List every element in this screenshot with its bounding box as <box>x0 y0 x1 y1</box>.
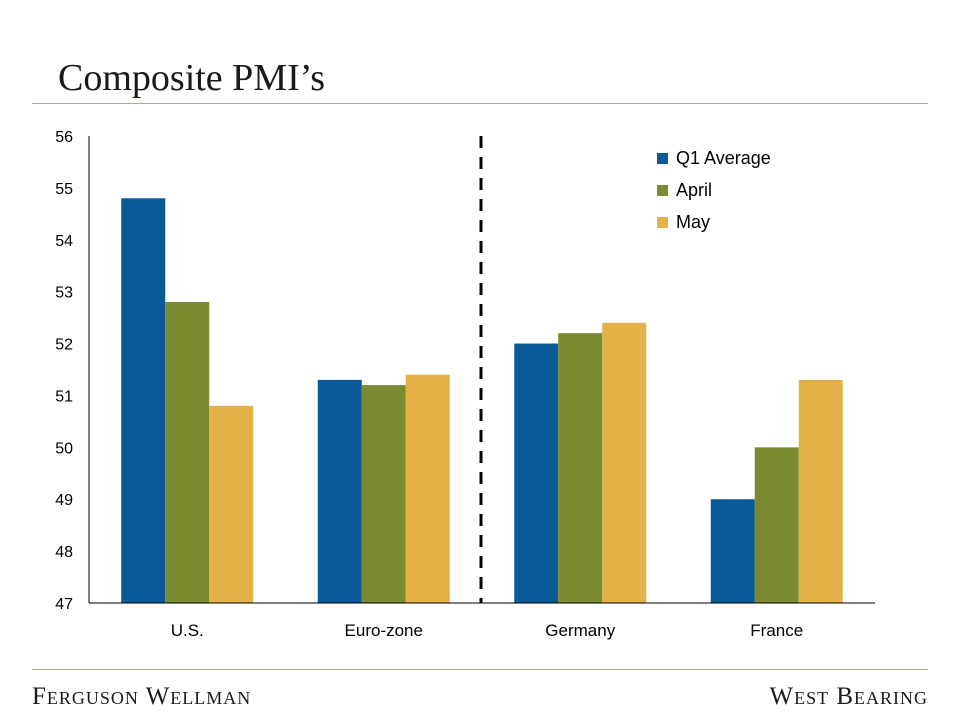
y-tick-label: 50 <box>55 440 73 457</box>
legend-item-q1: Q1 Average <box>657 142 771 174</box>
x-tick-label: France <box>750 621 803 640</box>
y-tick-label: 54 <box>55 233 73 250</box>
chart-legend: Q1 Average April May <box>657 142 771 238</box>
bar-april-us <box>165 302 210 603</box>
y-tick-label: 53 <box>55 285 73 302</box>
y-axis-ticks: 47 48 49 50 51 52 53 54 55 56 <box>55 129 73 613</box>
x-tick-label: Euro-zone <box>345 621 423 640</box>
y-tick-label: 55 <box>55 181 73 198</box>
legend-item-may: May <box>657 206 771 238</box>
bar-q1-france <box>710 499 755 603</box>
x-axis-ticks: U.S. Euro-zone Germany France <box>171 621 803 640</box>
bar-may-germany <box>602 322 647 603</box>
bar-april-germany <box>558 333 603 603</box>
legend-label-may: May <box>676 212 711 232</box>
bar-q1-us <box>121 198 166 603</box>
bars <box>121 198 843 603</box>
x-tick-label: U.S. <box>171 621 204 640</box>
page-title: Composite PMI’s <box>58 57 326 99</box>
legend-swatch-q1 <box>657 152 668 164</box>
y-tick-label: 51 <box>55 388 73 405</box>
footer-brand-left: Ferguson Wellman <box>32 683 252 710</box>
footer-brand-right: West Bearing <box>769 683 928 710</box>
bar-q1-germany <box>514 343 559 603</box>
y-tick-label: 47 <box>55 596 73 613</box>
bar-april-eurozone <box>361 385 406 603</box>
footer-divider <box>32 669 928 670</box>
bar-may-france <box>798 379 843 603</box>
y-tick-label: 52 <box>55 337 73 354</box>
y-tick-label: 56 <box>55 129 73 146</box>
x-tick-label: Germany <box>545 621 615 640</box>
y-tick-label: 48 <box>55 544 73 561</box>
legend-label-q1: Q1 Average <box>676 148 771 168</box>
bar-may-us <box>209 405 254 603</box>
bar-april-france <box>754 447 799 603</box>
legend-label-april: April <box>676 180 713 200</box>
legend-swatch-may <box>657 216 668 228</box>
bar-q1-eurozone <box>317 379 362 603</box>
y-tick-label: 49 <box>55 492 73 509</box>
bar-may-eurozone <box>405 374 450 603</box>
legend-swatch-april <box>657 184 668 196</box>
title-divider <box>32 103 928 104</box>
legend-item-april: April <box>657 174 771 206</box>
